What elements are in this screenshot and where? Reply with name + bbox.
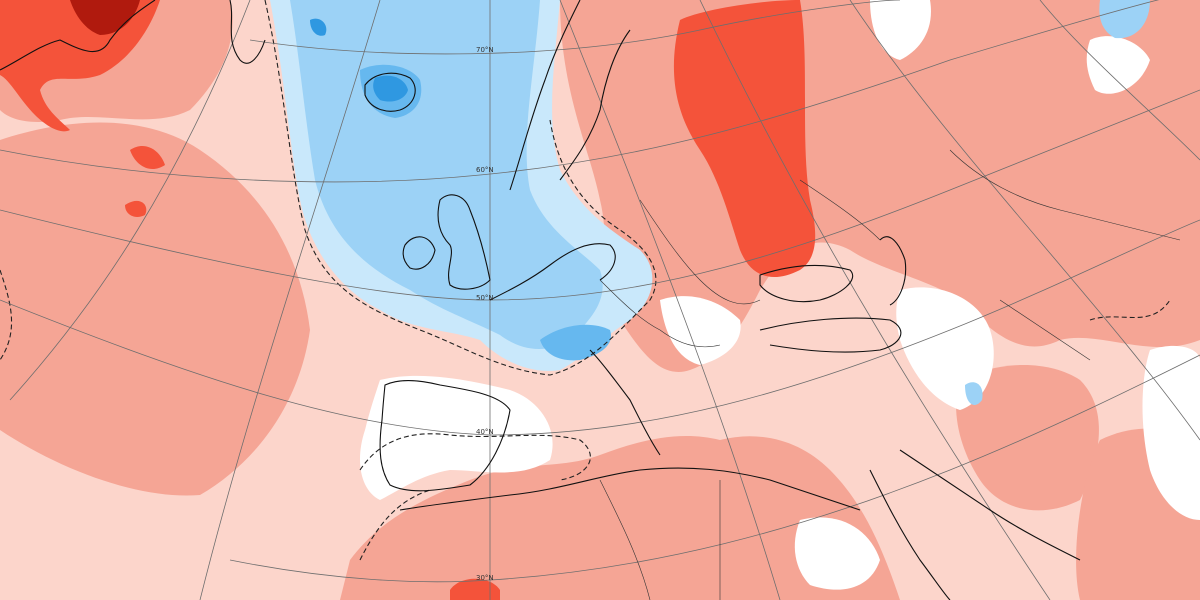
border-2 [639, 199, 761, 305]
border-1 [599, 279, 721, 348]
border-3 [799, 179, 881, 241]
meridian-5 [699, 0, 1051, 600]
parallel-60 [0, 0, 1160, 183]
zero-contour-cold [264, 0, 657, 376]
parallel-70 [249, 0, 901, 55]
border-4 [949, 149, 1181, 241]
meridian-2 [199, 0, 381, 600]
siberia-neutral [870, 0, 931, 60]
lat-label-60: 60°N [476, 166, 494, 174]
egypt-white [794, 517, 880, 590]
atlantic-warm-region [0, 122, 310, 496]
border-5 [999, 299, 1091, 361]
arabia-coast [899, 449, 1081, 561]
cold-deep-blue-greenland [310, 18, 327, 36]
east-white-1 [1086, 36, 1150, 94]
cold-anatolia-blue [965, 382, 983, 405]
africa-coast [399, 467, 861, 511]
zero-contour-atlantic [0, 269, 13, 361]
cold-alps-mid-blue [540, 324, 611, 361]
zero-contour-iberia [359, 433, 591, 481]
parallel-40 [0, 219, 1200, 436]
greenland-coast [0, 0, 266, 71]
caspian-coast [879, 236, 907, 306]
lat-label-70: 70°N [476, 46, 494, 54]
greenland-small-red-2 [125, 200, 147, 217]
parallel-50 [0, 89, 1200, 301]
greenland-red-region [0, 0, 160, 132]
turkey-coast [759, 317, 902, 353]
meridian-4 [559, 0, 781, 600]
cold-siberia-blue [1099, 0, 1150, 39]
parallel-30 [229, 354, 1200, 583]
scandinavia-coast [509, 0, 631, 191]
meridian-7 [1039, 0, 1200, 161]
continent-coast [489, 243, 616, 301]
cold-anomaly-layer [270, 0, 1150, 405]
east-white-2 [1142, 345, 1200, 520]
cold-deep-blue-iceland [373, 75, 408, 102]
turkey-neutral [896, 287, 994, 410]
iberia-neutral [360, 375, 553, 500]
greenland-dark-red [70, 0, 140, 35]
neutral-layer [360, 0, 1200, 590]
coastlines [0, 0, 1081, 600]
middle-east-warm-region [956, 365, 1099, 511]
iceland-coast [364, 72, 416, 112]
zero-contours [0, 0, 1171, 561]
strong-warm-layer [0, 0, 816, 600]
country-borders [599, 149, 1181, 600]
britain-coast [437, 194, 491, 290]
red-sea-coast [869, 469, 951, 600]
greenland-small-red [130, 145, 165, 170]
meridian-1 [9, 0, 251, 401]
black-sea-coast [759, 264, 853, 303]
meridian-6 [849, 0, 1200, 441]
zero-contour-south [359, 489, 431, 561]
lat-label-30: 30°N [476, 574, 494, 582]
ireland-coast [402, 236, 436, 270]
sahara-red-spot [450, 578, 500, 600]
iberia-coast [379, 379, 511, 492]
balkans-neutral [660, 296, 741, 365]
lat-label-40: 40°N [476, 428, 494, 436]
russia-red-region [673, 0, 816, 278]
border-6 [599, 479, 651, 600]
latitude-labels: 70°N 60°N 50°N 40°N 30°N [476, 46, 494, 582]
italy-coast [589, 349, 661, 456]
lat-label-50: 50°N [476, 294, 494, 302]
north-africa-warm-region [340, 435, 900, 600]
zero-contour-east [1089, 299, 1171, 321]
